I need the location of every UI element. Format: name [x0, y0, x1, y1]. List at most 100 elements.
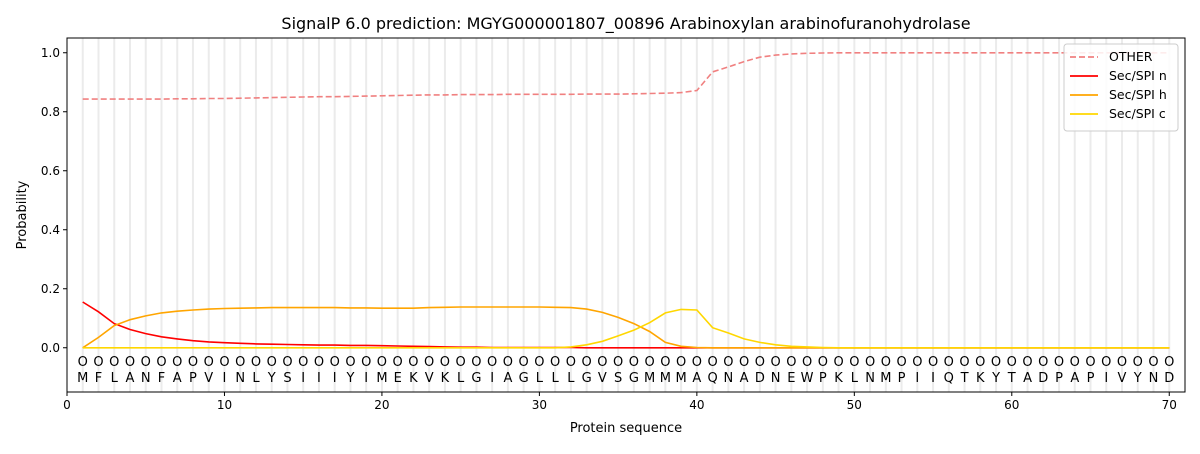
- residue-marker: O: [1085, 355, 1095, 370]
- residue-marker: O: [896, 355, 906, 370]
- residue-letter: I: [490, 371, 494, 386]
- residue-letter: T: [1007, 371, 1016, 386]
- residue-marker: O: [676, 355, 686, 370]
- x-tick-label: 70: [1162, 398, 1177, 412]
- y-tick-label: 0.0: [41, 341, 60, 355]
- series-line-sec-spi-h: [82, 306, 1170, 349]
- legend-label: Sec/SPI c: [1109, 106, 1166, 121]
- residue-marker: O: [267, 355, 277, 370]
- residue-letter: M: [376, 371, 387, 386]
- residue-letter: M: [77, 371, 88, 386]
- residue-letter: F: [158, 371, 165, 386]
- residue-marker: O: [282, 355, 292, 370]
- residue-letter: M: [676, 371, 687, 386]
- residue-letter: Q: [944, 371, 954, 386]
- series-line-sec-spi-c: [82, 308, 1170, 349]
- residue-letter: W: [801, 371, 814, 386]
- residue-marker: O: [692, 355, 702, 370]
- residue-letter: N: [141, 371, 151, 386]
- residue-marker: O: [629, 355, 639, 370]
- residue-marker: O: [786, 355, 796, 370]
- residue-marker: O: [1038, 355, 1048, 370]
- y-tick-label: 1.0: [41, 46, 60, 60]
- residue-letter: L: [552, 371, 560, 386]
- residue-marker: O: [361, 355, 371, 370]
- x-tick-label: 0: [63, 398, 71, 412]
- residue-marker: O: [219, 355, 229, 370]
- residue-marker: O: [566, 355, 576, 370]
- residue-marker: O: [408, 355, 418, 370]
- residue-letter: G: [471, 371, 481, 386]
- residue-letter: A: [1070, 371, 1079, 386]
- residue-letter: L: [457, 371, 465, 386]
- residue-labels: OMOFOLOAONOFOAOPOVOIONOLOYOSOIOIOIOYOIOM…: [77, 355, 1174, 386]
- residue-marker: O: [1117, 355, 1127, 370]
- residue-letter: Y: [991, 371, 1000, 386]
- residue-letter: Y: [345, 371, 354, 386]
- residue-marker: O: [802, 355, 812, 370]
- residue-marker: O: [156, 355, 166, 370]
- residue-marker: O: [487, 355, 497, 370]
- residue-letter: K: [834, 371, 843, 386]
- residue-marker: O: [597, 355, 607, 370]
- residue-letter: D: [755, 371, 765, 386]
- residue-marker: O: [1054, 355, 1064, 370]
- residue-marker: O: [1101, 355, 1111, 370]
- residue-marker: O: [188, 355, 198, 370]
- residue-letter: V: [1118, 371, 1127, 386]
- residue-letter: I: [364, 371, 368, 386]
- residue-letter: N: [865, 371, 875, 386]
- y-axis-label: Probability: [15, 180, 30, 249]
- residue-marker: O: [1133, 355, 1143, 370]
- residue-letter: I: [1104, 371, 1108, 386]
- residue-letter: P: [898, 371, 906, 386]
- residue-marker: O: [298, 355, 308, 370]
- legend-label: Sec/SPI n: [1109, 68, 1167, 83]
- residue-letter: T: [960, 371, 969, 386]
- residue-marker: O: [314, 355, 324, 370]
- residue-letter: V: [425, 371, 434, 386]
- residue-letter: L: [567, 371, 575, 386]
- residue-marker: O: [723, 355, 733, 370]
- residue-marker: O: [865, 355, 875, 370]
- residue-marker: O: [204, 355, 214, 370]
- residue-marker: O: [912, 355, 922, 370]
- residue-marker: O: [503, 355, 513, 370]
- residue-letter: K: [441, 371, 450, 386]
- y-tick-label: 0.6: [41, 164, 60, 178]
- residue-marker: O: [550, 355, 560, 370]
- residue-marker: O: [881, 355, 891, 370]
- residue-marker: O: [125, 355, 135, 370]
- y-tick-label: 0.2: [41, 282, 60, 296]
- residue-marker: O: [975, 355, 985, 370]
- residue-marker: O: [424, 355, 434, 370]
- residue-letter: E: [394, 371, 402, 386]
- residue-marker: O: [393, 355, 403, 370]
- residue-marker: O: [833, 355, 843, 370]
- residue-letter: N: [771, 371, 781, 386]
- plot-frame: [66, 37, 1186, 393]
- residue-letter: A: [503, 371, 512, 386]
- residue-marker: O: [456, 355, 466, 370]
- residue-letter: A: [692, 371, 701, 386]
- residue-letter: D: [1164, 371, 1174, 386]
- residue-letter: K: [976, 371, 985, 386]
- legend-label: OTHER: [1109, 49, 1153, 64]
- residue-letter: D: [1038, 371, 1048, 386]
- chart-title: SignalP 6.0 prediction: MGYG000001807_00…: [281, 14, 970, 34]
- residue-letter: L: [252, 371, 260, 386]
- residue-letter: Y: [267, 371, 276, 386]
- residue-marker: O: [172, 355, 182, 370]
- residue-marker: O: [613, 355, 623, 370]
- residue-letter: A: [1023, 371, 1032, 386]
- x-axis-label: Protein sequence: [570, 421, 682, 436]
- residue-marker: O: [582, 355, 592, 370]
- residue-letter: N: [723, 371, 733, 386]
- residue-letter: M: [660, 371, 671, 386]
- y-tick-label: 0.8: [41, 105, 60, 119]
- residue-marker: O: [235, 355, 245, 370]
- residue-letter: A: [173, 371, 182, 386]
- residue-letter: L: [111, 371, 119, 386]
- residue-marker: O: [645, 355, 655, 370]
- residue-letter: I: [931, 371, 935, 386]
